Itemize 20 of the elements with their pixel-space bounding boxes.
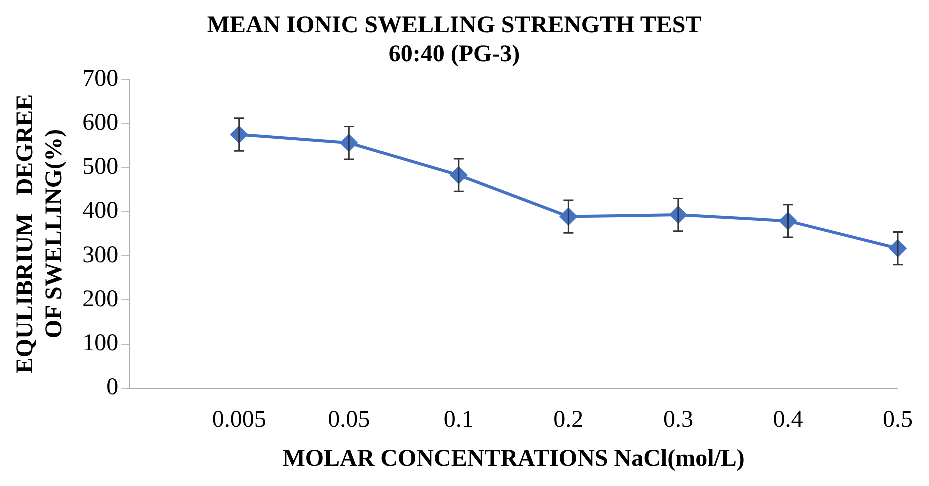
text: OF SWELLING(%) bbox=[41, 129, 68, 339]
text: MEAN IONIC SWELLING STRENGTH TEST bbox=[207, 12, 702, 39]
text: EQULIBRIUM DEGREE bbox=[12, 94, 39, 374]
y-tick-label: 0 bbox=[106, 374, 119, 401]
y-tick-label: 700 bbox=[82, 66, 119, 92]
y-tick-label: 400 bbox=[82, 198, 119, 224]
x-axis-title: MOLAR CONCENTRATIONS NaCl(mol/L) bbox=[282, 446, 745, 472]
x-tick-label: 0.1 bbox=[444, 407, 474, 434]
x-tick-label: 0.3 bbox=[663, 407, 694, 434]
x-tick-label: 0.5 bbox=[883, 407, 913, 434]
x-tick-label: 0.005 bbox=[212, 407, 266, 434]
y-tick-label: 200 bbox=[82, 286, 119, 312]
y-tick-label: 600 bbox=[82, 110, 119, 136]
x-tick-label: 0.05 bbox=[328, 407, 370, 434]
x-tick-label: 0.2 bbox=[554, 407, 584, 434]
y-tick-label: 100 bbox=[82, 330, 119, 357]
y-tick-label: 300 bbox=[82, 242, 119, 268]
text: 60:40 (PG-3) bbox=[388, 41, 520, 68]
x-tick-label: 0.4 bbox=[773, 407, 804, 434]
y-tick-label: 500 bbox=[82, 154, 119, 180]
